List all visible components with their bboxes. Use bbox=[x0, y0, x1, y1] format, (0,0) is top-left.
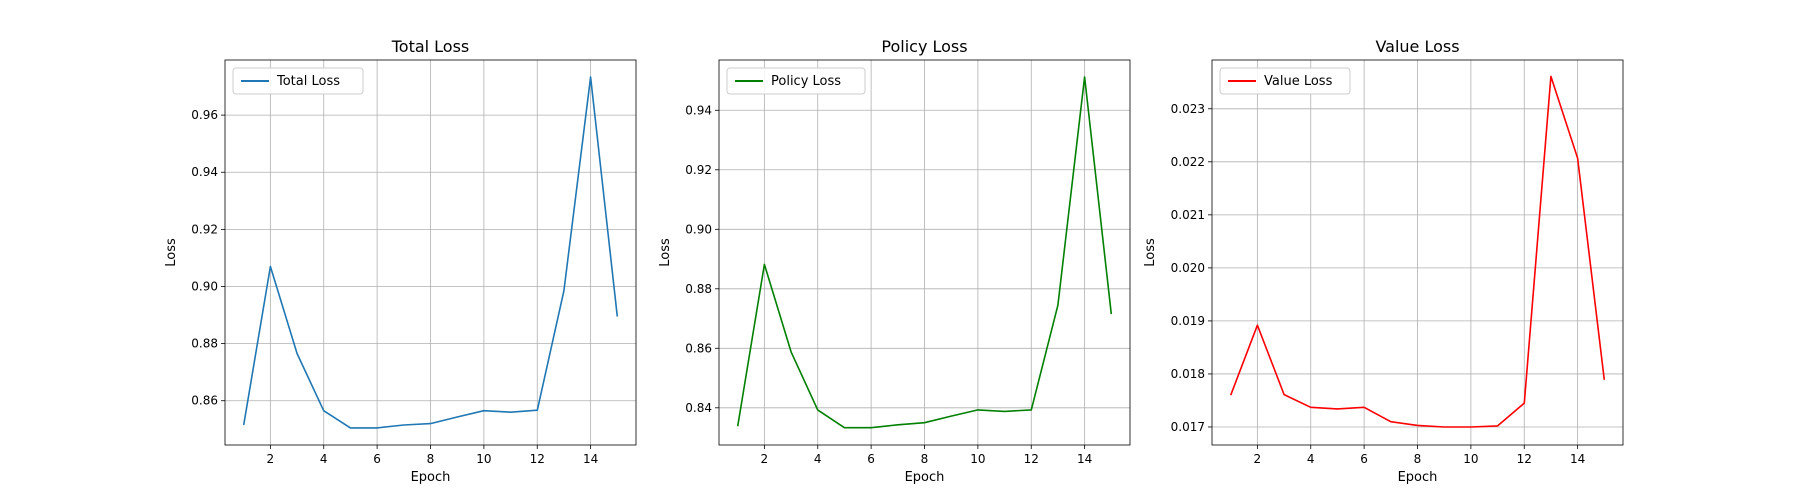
series-line bbox=[242, 76, 619, 429]
legend-box bbox=[232, 67, 364, 95]
chart-panel-0: 2 4 6 8 10 12 14 0.86 0.88 0.90 0.92 0.94 0.96 Total … bbox=[164, 37, 637, 485]
chart-title: Total Loss bbox=[391, 37, 470, 56]
y-tick-label: 0.88 bbox=[191, 337, 218, 351]
x-tick-label: 10 bbox=[476, 452, 491, 466]
x-tick-label: 8 bbox=[1414, 452, 1422, 466]
x-axis-label: Epoch bbox=[1398, 470, 1438, 485]
y-tick-label: 0.88 bbox=[685, 282, 712, 296]
y-axis-label: Loss bbox=[1143, 238, 1158, 267]
y-tick-label: 0.86 bbox=[191, 394, 218, 408]
x-tick-label: 4 bbox=[320, 452, 328, 466]
chart-panel-2: 2 4 6 8 10 12 14 0.017 0.018 0.019 0.020 0.021 0.022… bbox=[1143, 37, 1624, 485]
y-tick-label: 0.023 bbox=[1171, 102, 1205, 116]
y-tick-label: 0.90 bbox=[191, 279, 218, 293]
y-tick-label: 0.018 bbox=[1171, 367, 1205, 381]
y-tick-label: 0.86 bbox=[685, 341, 712, 355]
y-axis-label: Loss bbox=[658, 238, 673, 267]
x-tick-label: 6 bbox=[373, 452, 381, 466]
series-line bbox=[1229, 75, 1606, 428]
y-tick-label: 0.94 bbox=[685, 103, 712, 117]
x-tick-label: 14 bbox=[1077, 452, 1092, 466]
x-axis-label: Epoch bbox=[905, 470, 945, 485]
y-tick-label: 0.90 bbox=[685, 222, 712, 236]
x-tick-label: 2 bbox=[761, 452, 769, 466]
legend-box bbox=[1219, 67, 1351, 95]
x-tick-label: 8 bbox=[921, 452, 929, 466]
chart-title: Policy Loss bbox=[881, 37, 967, 56]
x-tick-label: 12 bbox=[1517, 452, 1532, 466]
chart-title: Value Loss bbox=[1375, 37, 1459, 56]
y-tick-label: 0.92 bbox=[191, 222, 218, 236]
x-tick-label: 10 bbox=[1463, 452, 1478, 466]
x-axis-label: Epoch bbox=[411, 470, 451, 485]
x-tick-label: 6 bbox=[867, 452, 875, 466]
legend-box bbox=[726, 67, 866, 95]
legend: Value Loss bbox=[1219, 67, 1351, 95]
x-tick-label: 12 bbox=[1024, 452, 1039, 466]
axes-frame bbox=[718, 59, 1131, 446]
y-tick-label: 0.019 bbox=[1171, 314, 1205, 328]
y-axis-label: Loss bbox=[164, 238, 179, 267]
x-tick-label: 12 bbox=[530, 452, 545, 466]
x-tick-label: 10 bbox=[970, 452, 985, 466]
legend: Total Loss bbox=[232, 67, 364, 95]
y-tick-label: 0.94 bbox=[191, 165, 218, 179]
y-tick-label: 0.92 bbox=[685, 163, 712, 177]
axes-frame bbox=[224, 59, 637, 446]
legend-label: Total Loss bbox=[276, 74, 340, 89]
y-tick-label: 0.021 bbox=[1171, 208, 1205, 222]
y-tick-label: 0.022 bbox=[1171, 155, 1205, 169]
x-tick-label: 4 bbox=[814, 452, 822, 466]
x-tick-label: 6 bbox=[1360, 452, 1368, 466]
series-line bbox=[736, 76, 1113, 429]
x-tick-label: 2 bbox=[1254, 452, 1262, 466]
x-tick-label: 8 bbox=[427, 452, 435, 466]
y-tick-label: 0.017 bbox=[1171, 420, 1205, 434]
y-tick-label: 0.84 bbox=[685, 401, 712, 415]
x-tick-label: 4 bbox=[1307, 452, 1315, 466]
x-tick-label: 14 bbox=[1570, 452, 1585, 466]
x-tick-label: 2 bbox=[267, 452, 275, 466]
x-tick-label: 14 bbox=[583, 452, 598, 466]
y-tick-label: 0.020 bbox=[1171, 261, 1205, 275]
chart-panel-1: 2 4 6 8 10 12 14 0.84 0.86 0.88 0.90 0.92 0.94 Policy… bbox=[658, 37, 1131, 485]
legend: Policy Loss bbox=[726, 67, 866, 95]
axes-frame bbox=[1211, 59, 1624, 446]
legend-label: Policy Loss bbox=[771, 74, 841, 89]
legend-label: Value Loss bbox=[1264, 74, 1333, 89]
y-tick-label: 0.96 bbox=[191, 108, 218, 122]
